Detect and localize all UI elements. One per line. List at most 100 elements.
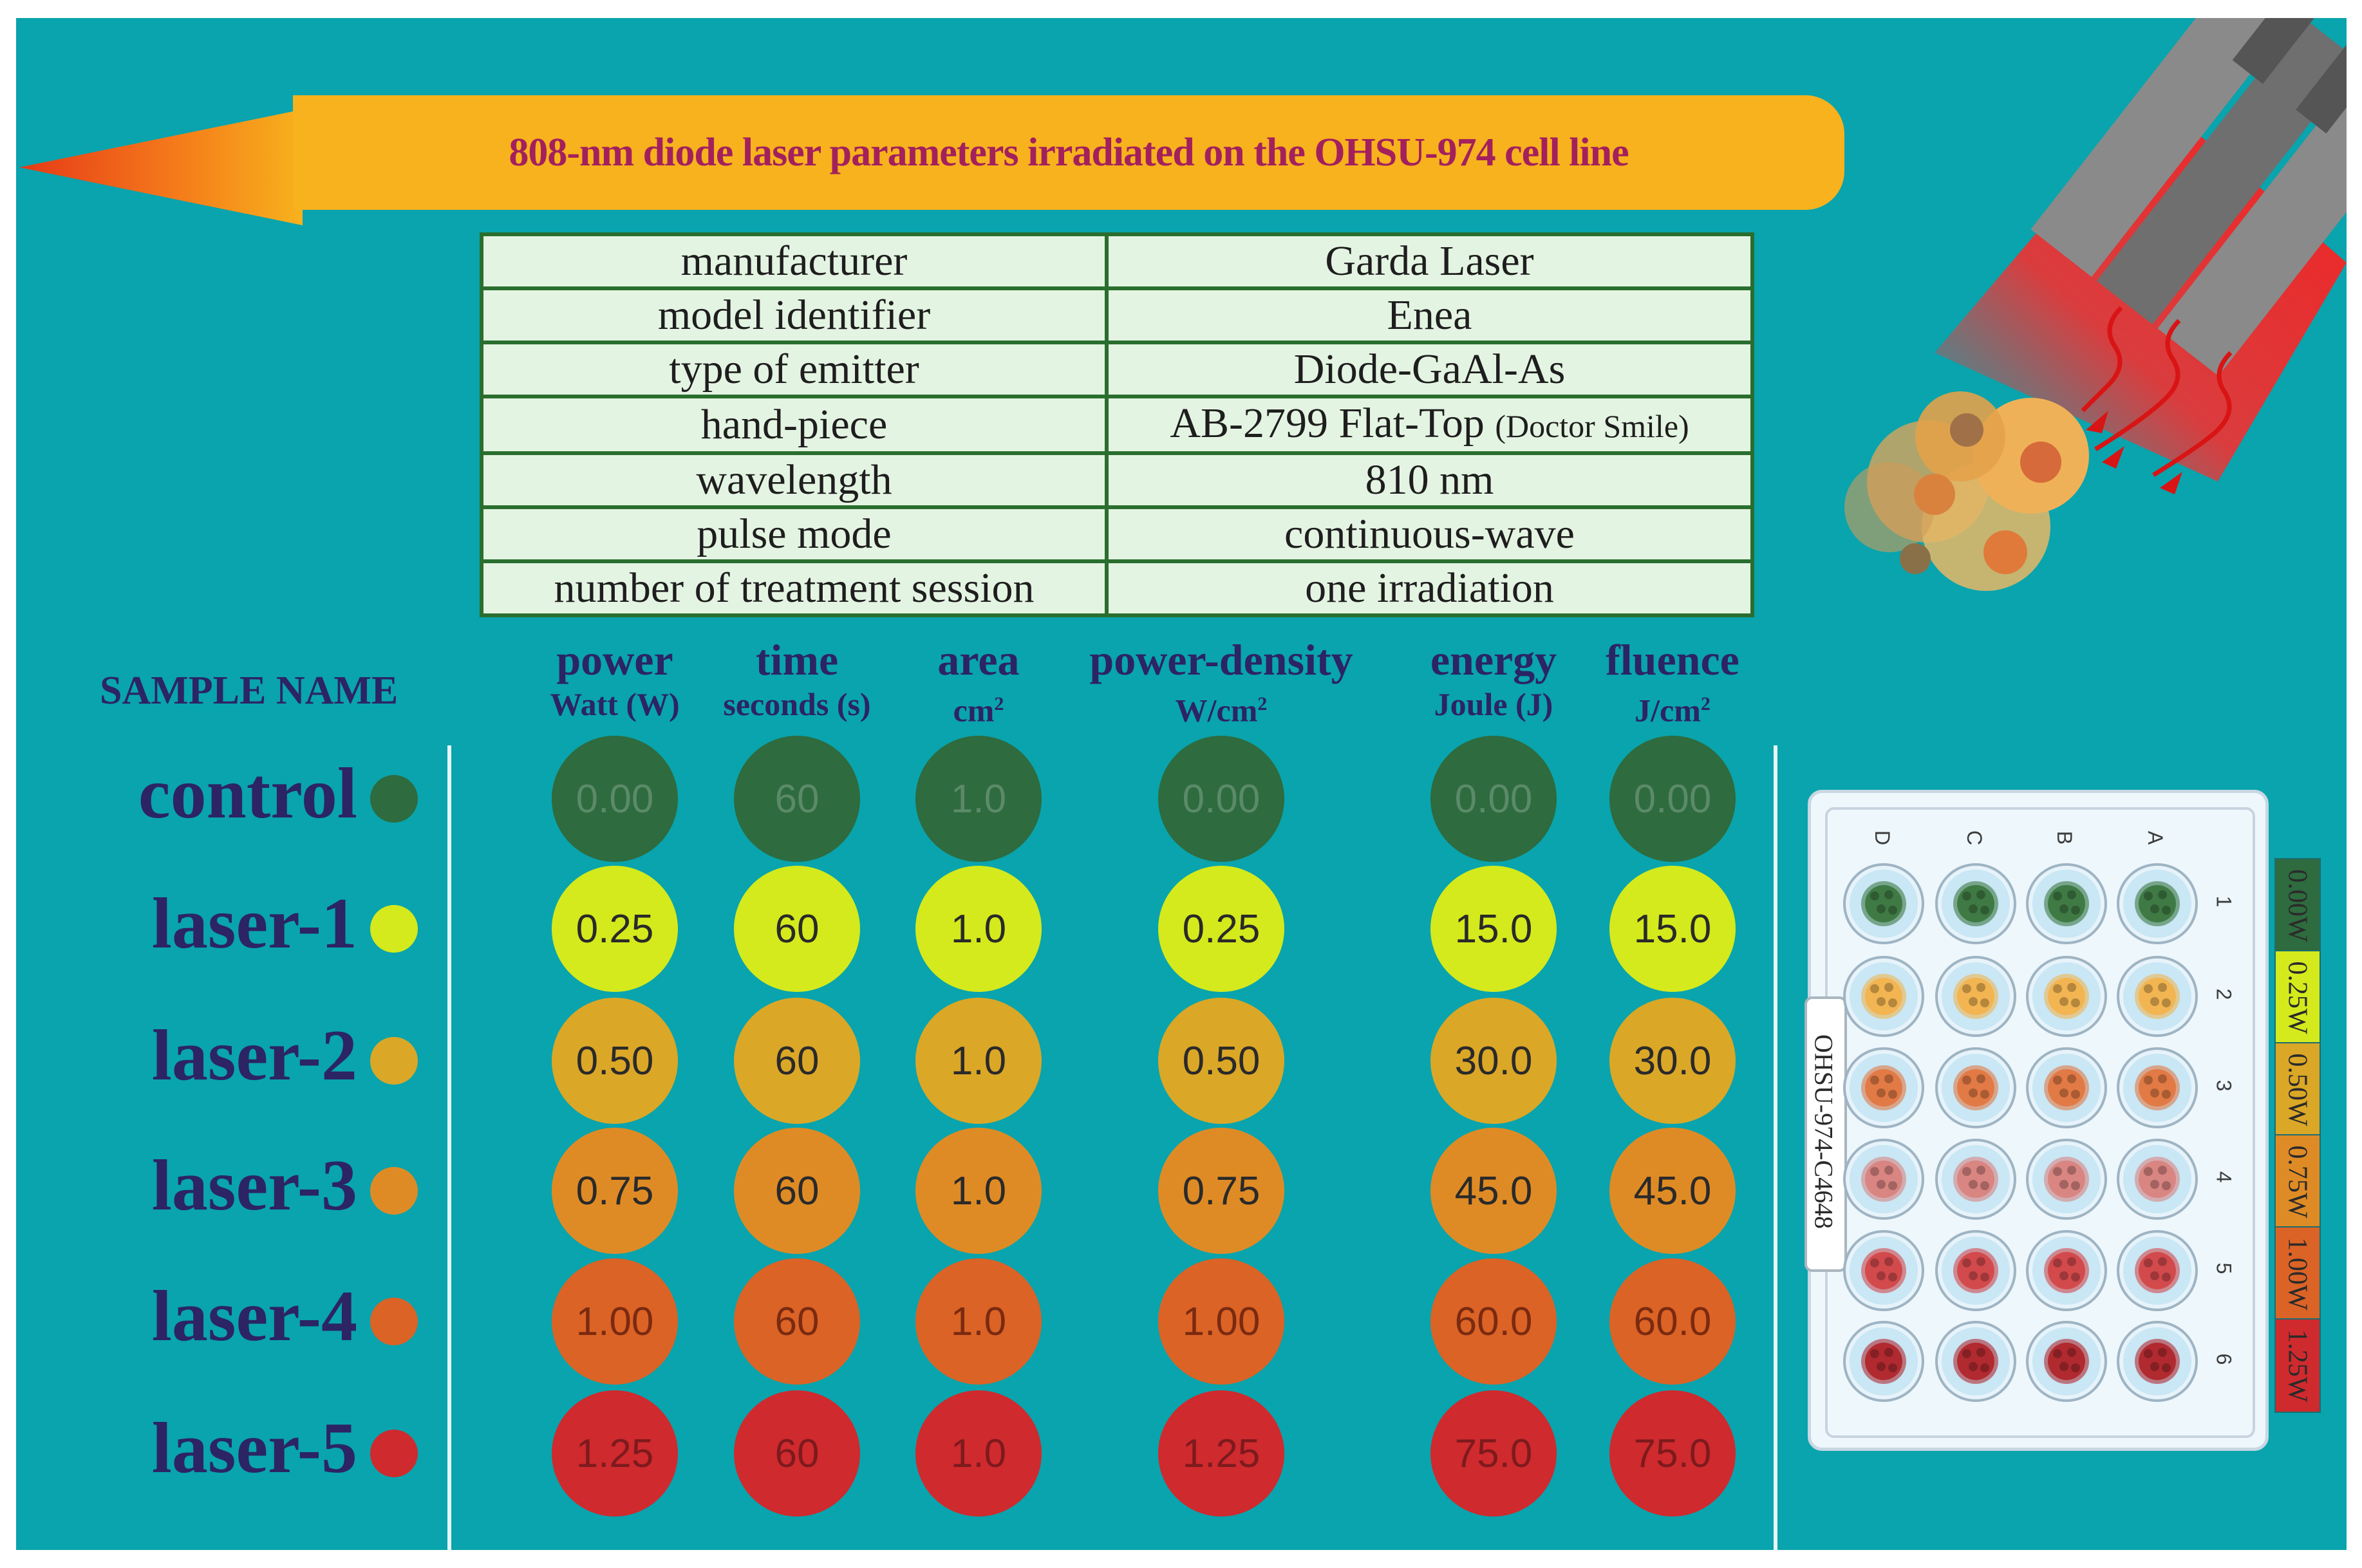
value-circle-energy: 60.0 <box>1430 1258 1557 1385</box>
well-cell-nucleus <box>1870 1076 1879 1085</box>
column-unit: Joule (J) <box>1410 684 1577 725</box>
well-cell-nucleus <box>1969 997 1978 1006</box>
parameter-row: wavelength 810 nm <box>480 451 1754 509</box>
well-cell-nucleus <box>1877 1088 1886 1097</box>
column-name: power-density <box>1089 635 1353 684</box>
plate-well <box>1843 1230 1924 1311</box>
parameter-value-text: AB-2799 Flat-Top <box>1170 400 1485 447</box>
plate-row-number: 4 <box>2212 1171 2236 1183</box>
value-circle-power-density: 1.25 <box>1158 1390 1284 1517</box>
value-text: 0.00 <box>1633 776 1712 821</box>
power-legend-item: 0.25W <box>2274 950 2321 1045</box>
value-circle-time: 60 <box>734 1128 860 1254</box>
value-circle-time: 60 <box>734 866 860 992</box>
well-cell-nucleus <box>1962 1349 1971 1358</box>
figure-canvas: 808-nm diode laser parameters irradiated… <box>16 18 2347 1550</box>
value-circle-power: 0.25 <box>552 866 678 992</box>
plate-well <box>2117 1230 2198 1311</box>
plate-well <box>2026 956 2107 1037</box>
parameter-value-text: Garda Laser <box>1325 238 1534 285</box>
irradiation-arrows <box>2081 306 2233 477</box>
sample-label: control <box>138 754 357 834</box>
parameter-row: manufacturer Garda Laser <box>480 232 1754 290</box>
well-cell-nucleus <box>1969 1362 1978 1371</box>
well-cell-sample <box>1957 1343 1994 1380</box>
well-cell-nucleus <box>2162 1181 2171 1190</box>
parameter-value: one irradiation <box>1105 559 1754 617</box>
column-name: fluence <box>1606 635 1739 684</box>
value-circle-energy: 15.0 <box>1430 866 1557 992</box>
well-cell-nucleus <box>2067 1348 2076 1357</box>
sample-label: laser-5 <box>151 1408 357 1488</box>
cell-cluster <box>1844 391 2089 591</box>
well-cell-nucleus <box>2162 1090 2171 1099</box>
plate-well <box>2026 863 2107 944</box>
well-cell-nucleus <box>1884 890 1893 899</box>
well-cell-nucleus <box>1976 983 1985 992</box>
value-text: 30.0 <box>1454 1038 1533 1083</box>
plate-row-number: 2 <box>2212 988 2236 1000</box>
well-cell-nucleus <box>1870 984 1879 993</box>
well-cell-sample <box>1957 885 1994 922</box>
sample-name-header: SAMPLE NAME <box>100 669 398 713</box>
value-text: 1.0 <box>950 1038 1007 1083</box>
well-cell-nucleus <box>2144 891 2153 901</box>
plate-well <box>2117 1047 2198 1128</box>
well-cell-sample <box>2048 1069 2085 1106</box>
plate-well <box>1843 1139 1924 1220</box>
well-cell-nucleus <box>2144 1258 2153 1267</box>
value-circle-area: 1.0 <box>915 866 1042 992</box>
column-unit-text: Joule (J) <box>1434 686 1553 722</box>
parameter-value-text: 810 nm <box>1365 456 1494 503</box>
plate-well <box>1843 1321 1924 1402</box>
parameter-value: continuous-wave <box>1105 505 1754 563</box>
well-cell-sample <box>2139 978 2176 1015</box>
well-cell-sample <box>1865 885 1902 922</box>
well-cell-nucleus <box>1877 1180 1886 1189</box>
well-cell-sample <box>1865 978 1902 1015</box>
value-circle-power-density: 0.50 <box>1158 998 1284 1124</box>
well-cell-sample <box>2048 885 2085 922</box>
value-circle-energy: 0.00 <box>1430 736 1557 862</box>
sample-label: laser-4 <box>151 1276 357 1356</box>
value-text: 75.0 <box>1633 1431 1712 1476</box>
parameter-value: Garda Laser <box>1105 232 1754 290</box>
well-cell-nucleus <box>2067 1074 2076 1083</box>
value-text: 75.0 <box>1454 1431 1533 1476</box>
value-text: 15.0 <box>1454 906 1533 951</box>
parameter-row: model identifier Enea <box>480 286 1754 344</box>
value-circle-area: 1.0 <box>915 1390 1042 1517</box>
value-circle-fluence: 60.0 <box>1609 1258 1736 1385</box>
value-circle-time: 60 <box>734 736 860 862</box>
well-cell-nucleus <box>1888 1090 1897 1099</box>
well-cell-nucleus <box>2067 1257 2076 1266</box>
column-name: area <box>937 635 1020 684</box>
value-text: 60.0 <box>1454 1299 1533 1344</box>
value-text: 1.0 <box>950 1431 1007 1476</box>
plate-well <box>2117 863 2198 944</box>
well-cell-nucleus <box>1888 906 1897 915</box>
value-circle-area: 1.0 <box>915 736 1042 862</box>
value-circle-power: 0.75 <box>552 1128 678 1254</box>
well-cell-nucleus <box>1962 1258 1971 1267</box>
parameter-label: number of treatment session <box>480 559 1109 617</box>
column-unit: W/cm2 <box>1054 684 1389 731</box>
plate-label: OHSU-974-C4648 <box>1809 1034 1839 1229</box>
well-cell-nucleus <box>2067 1166 2076 1175</box>
well-cell-nucleus <box>1969 1180 1978 1189</box>
column-header-power-density: power-density W/cm2 <box>1054 636 1389 731</box>
well-cell-nucleus <box>2053 1258 2062 1267</box>
sample-color-dot <box>370 775 418 823</box>
well-cell-nucleus <box>2162 1363 2171 1372</box>
well-cell-nucleus <box>2053 1167 2062 1176</box>
power-legend-item: 0.00W <box>2274 858 2321 953</box>
well-cell-sample <box>1865 1161 1902 1198</box>
parameter-label: manufacturer <box>480 232 1109 290</box>
well-cell-sample <box>1865 1252 1902 1289</box>
well-cell-nucleus <box>1877 1271 1886 1280</box>
column-unit-superscript: 2 <box>1257 693 1268 714</box>
plate-row-number: 5 <box>2212 1262 2236 1274</box>
plate-well <box>2117 956 2198 1037</box>
value-circle-fluence: 45.0 <box>1609 1128 1736 1254</box>
well-cell-nucleus <box>2150 1362 2159 1371</box>
